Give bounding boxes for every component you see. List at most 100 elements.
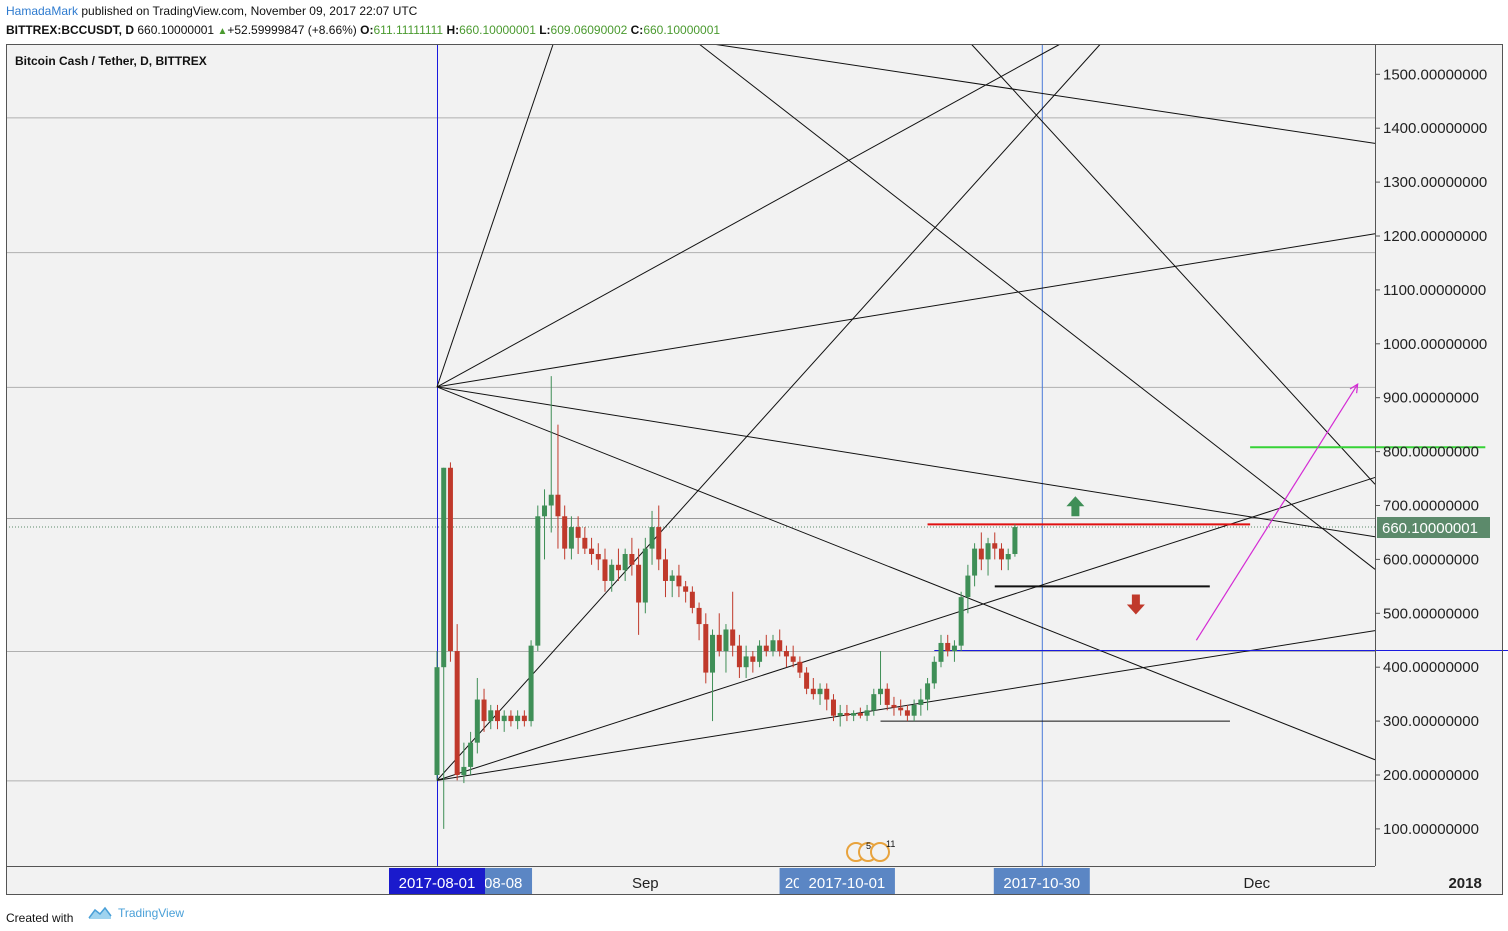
- candle-body: [535, 516, 541, 646]
- annotations: [880, 446, 1508, 722]
- y-tick-label: 1100.00000000: [1383, 282, 1486, 299]
- candle-body: [703, 624, 709, 673]
- candles: [434, 376, 1018, 829]
- candle-body: [743, 656, 749, 668]
- arrow-markers: [1066, 383, 1359, 641]
- candle-body: [925, 683, 931, 700]
- candle-body: [501, 715, 507, 722]
- x-date-tag-label: 2017-10-30: [1003, 875, 1080, 892]
- candle-body: [568, 527, 574, 549]
- candle-body: [595, 554, 601, 560]
- candle-body: [662, 559, 668, 581]
- y-tick-label: 400.00000000: [1383, 659, 1479, 676]
- plot-area[interactable]: [6, 44, 1375, 866]
- candle-body: [757, 645, 763, 662]
- gann-line: [436, 476, 1376, 781]
- time-axis-area[interactable]: [6, 866, 1503, 894]
- candle-body: [777, 640, 783, 652]
- y-tick-label: 100.00000000: [1383, 821, 1479, 838]
- candle-body: [871, 694, 877, 711]
- tradingview-brand: TradingView: [118, 906, 185, 920]
- candle-body: [528, 645, 534, 722]
- event-icon-us[interactable]: [870, 842, 890, 862]
- candle-body: [575, 527, 581, 538]
- candle-body: [716, 634, 722, 652]
- candle-body: [830, 699, 836, 716]
- low-value: 609.06090002: [550, 23, 628, 37]
- y-tick-label: 800.00000000: [1383, 444, 1479, 461]
- candle-body: [945, 642, 951, 652]
- up-arrow-icon: [1066, 496, 1085, 517]
- gann-lines: [436, 43, 1376, 781]
- candle-body: [562, 516, 568, 549]
- down-arrow-icon: [1126, 594, 1145, 615]
- candle-body: [649, 527, 655, 549]
- candle-body: [810, 688, 816, 695]
- close-value: 660.10000001: [643, 23, 721, 37]
- last-price-tag: [1377, 517, 1490, 539]
- candle-body: [1005, 554, 1011, 560]
- candle-body: [656, 527, 662, 560]
- candle-body: [629, 554, 635, 565]
- candle-body: [938, 642, 944, 662]
- candle-body: [824, 688, 830, 700]
- gann-line: [712, 43, 1376, 144]
- candle-body: [434, 667, 440, 775]
- candle-body: [817, 688, 823, 695]
- open-value: 611.11111111: [373, 23, 444, 37]
- candle-body: [918, 699, 924, 705]
- candle-body: [891, 704, 897, 708]
- high-label: H:: [446, 23, 460, 37]
- candle-body: [804, 672, 810, 689]
- candle-body: [515, 715, 521, 722]
- candle-body: [998, 548, 1004, 560]
- candle-body: [474, 699, 480, 743]
- candle-body: [958, 597, 964, 646]
- candle-body: [864, 710, 870, 716]
- up-triangle-icon: ▲: [217, 26, 228, 37]
- x-date-tag-label: 20: [785, 875, 802, 892]
- candle-body: [521, 715, 527, 722]
- author-link[interactable]: HamadaMark: [6, 4, 79, 18]
- candle-body: [750, 656, 756, 662]
- candle-body: [696, 607, 702, 625]
- x-date-tag: [389, 868, 485, 894]
- candle-body: [589, 548, 595, 555]
- gann-line: [698, 43, 1376, 570]
- x-axis: 2012017-08-082017-08-01Sep20202017-10-01…: [389, 868, 1482, 894]
- created-with-text: Created with: [6, 911, 74, 925]
- candle-body: [1012, 527, 1018, 555]
- chart-frame: [6, 44, 1503, 895]
- x-tick-label: 2018: [1448, 875, 1481, 892]
- event-count: 11: [886, 839, 895, 849]
- candle-body: [844, 713, 850, 716]
- candle-body: [790, 656, 796, 662]
- symbol-text: BITTREX:BCCUSDT, D: [6, 23, 134, 37]
- candle-body: [736, 645, 742, 668]
- price-axis-area[interactable]: [1375, 44, 1503, 866]
- x-date-tag: [993, 868, 1090, 894]
- x-date-tag-label: 2017-10-01: [809, 875, 886, 892]
- candle-body: [972, 548, 978, 576]
- gann-line: [970, 43, 1376, 485]
- candle-body: [851, 713, 857, 716]
- candle-body: [609, 564, 615, 581]
- x-date-tag: [798, 868, 895, 894]
- tradingview-link[interactable]: TradingView: [88, 906, 184, 920]
- y-tick-label: 600.00000000: [1383, 551, 1479, 568]
- gann-line: [436, 43, 1101, 781]
- candle-body: [878, 688, 884, 695]
- y-tick-label: 200.00000000: [1383, 767, 1479, 784]
- horizontal-levels: [6, 117, 1375, 782]
- candle-body: [481, 699, 487, 722]
- y-tick-label: 500.00000000: [1383, 605, 1479, 622]
- candle-body: [965, 575, 971, 598]
- candle-body: [669, 575, 675, 581]
- candle-body: [582, 537, 588, 549]
- candle-body: [783, 651, 789, 657]
- candle-body: [911, 704, 917, 716]
- candle-body: [555, 494, 561, 517]
- published-text: published on TradingView.com, November 0…: [81, 4, 418, 18]
- events-badge[interactable]: 5 11: [846, 839, 895, 862]
